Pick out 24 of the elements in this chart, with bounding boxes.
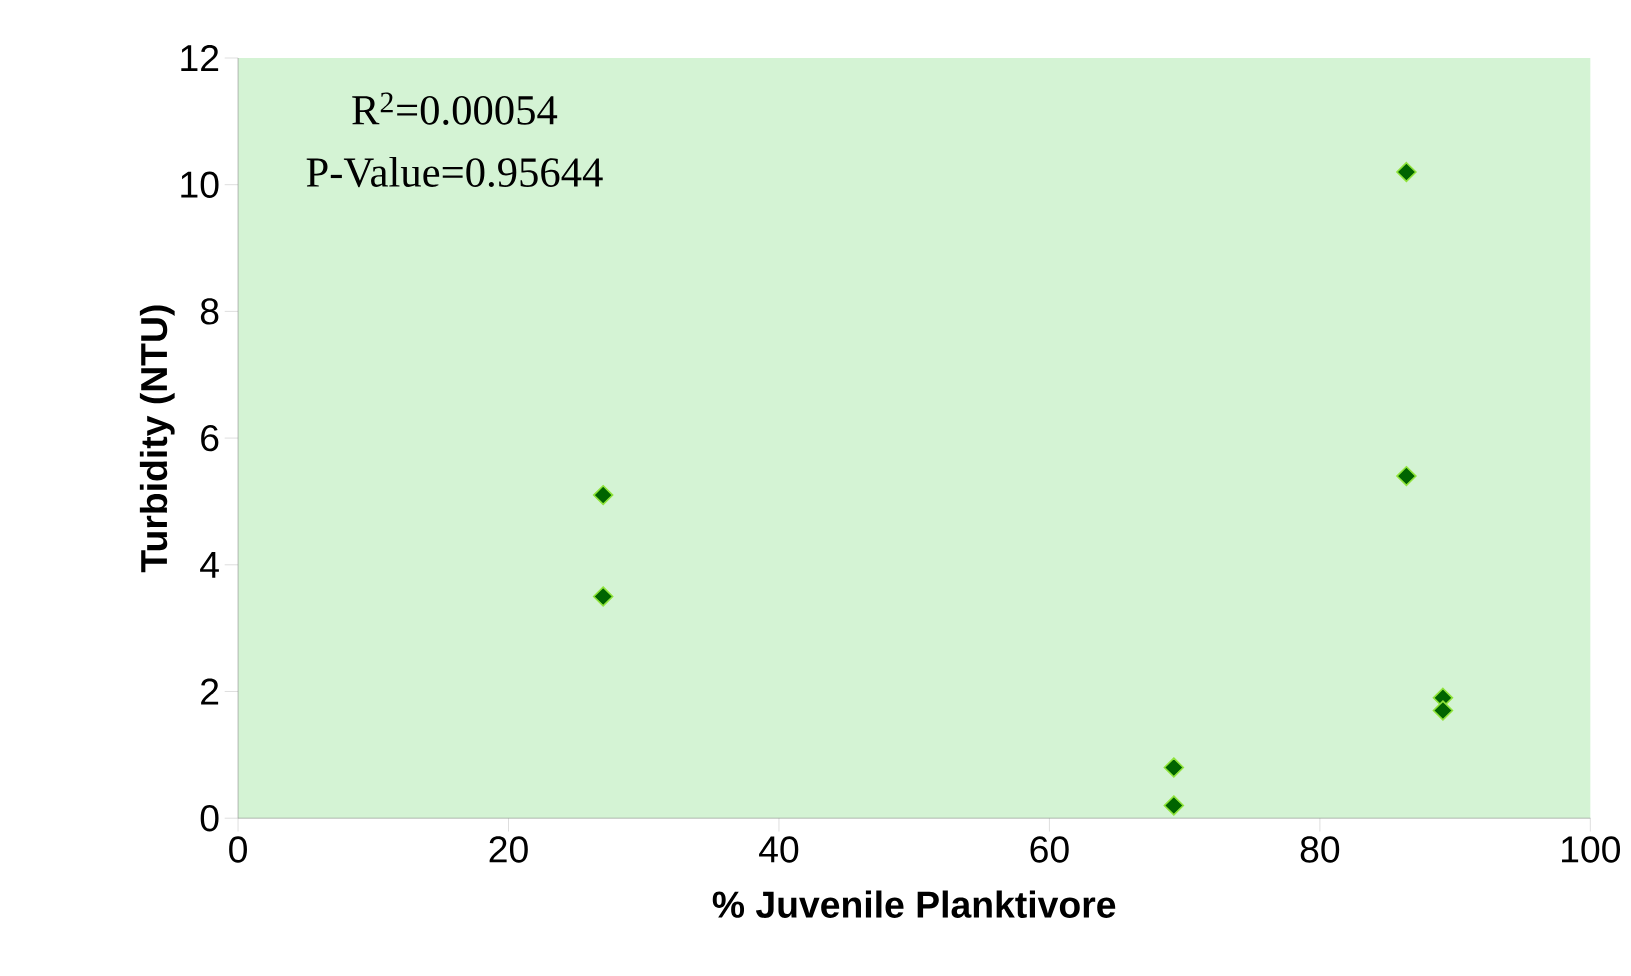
x-tick-label: 0 (229, 836, 247, 863)
y-tick-label: 6 (201, 424, 219, 452)
point (1432, 700, 1454, 721)
annotation: R$^{2}$=0.00054 (352, 92, 558, 125)
y-tick-label: 4 (200, 551, 219, 578)
point (1163, 757, 1185, 778)
x-tick-label: 20 (489, 836, 528, 863)
x-axis-title: % Juvenile Planktivore (712, 890, 1116, 918)
annotation: P-Value=0.95644 (306, 156, 603, 188)
y-tick-label: 12 (181, 44, 219, 71)
point (1163, 795, 1185, 816)
point (1396, 161, 1417, 183)
x-tick-label: 60 (1030, 836, 1069, 863)
y-tick-label: 8 (200, 298, 219, 325)
y-tick-label: 0 (200, 804, 219, 832)
x-tick-label: 80 (1300, 836, 1340, 863)
y-axis-title: Turbidity (NTU) (139, 305, 175, 573)
x-tick-label: 100 (1562, 836, 1621, 863)
point (592, 484, 614, 506)
x-tick-label: 40 (759, 836, 799, 863)
point (1396, 465, 1417, 487)
point (592, 586, 614, 607)
y-tick-label: 2 (201, 678, 219, 705)
y-tick-label: 10 (181, 171, 219, 198)
